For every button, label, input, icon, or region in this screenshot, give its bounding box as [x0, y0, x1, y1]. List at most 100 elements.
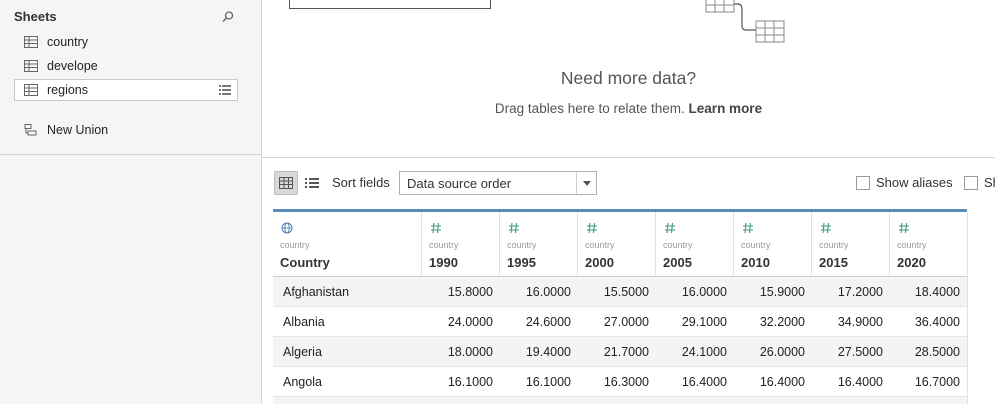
- row-divider: [273, 336, 967, 337]
- column-header-2020[interactable]: country 2020: [890, 212, 968, 277]
- globe-icon: [281, 222, 293, 234]
- number-type-icon: [821, 222, 831, 234]
- column-name: Country: [280, 255, 330, 270]
- table-cell: 15.5000: [603, 285, 649, 299]
- table-cell: 24.6000: [525, 315, 571, 329]
- column-source: country: [429, 240, 459, 250]
- relationship-canvas[interactable]: Need more data? Drag tables here to rela…: [262, 0, 995, 158]
- table-cell: 16.3000: [603, 375, 649, 389]
- table-cell: Albania: [283, 315, 325, 329]
- table-cell: 16.4000: [681, 375, 727, 389]
- table-row: Afghanistan 15.8000 16.0000 15.5000 16.0…: [273, 277, 967, 307]
- sheets-title: Sheets: [14, 9, 57, 24]
- number-type-icon: [509, 222, 519, 234]
- table-row: Angola 16.1000 16.1000 16.3000 16.4000 1…: [273, 367, 967, 397]
- column-source: country: [663, 240, 693, 250]
- table-cell: 18.0000: [447, 345, 493, 359]
- show-hidden-checkbox[interactable]: [964, 176, 978, 190]
- column-name: 2020: [897, 255, 926, 270]
- sheets-sidebar: Sheets country develope regions: [0, 0, 262, 404]
- column-name: 2015: [819, 255, 848, 270]
- relate-tables-illustration-icon: [705, 0, 785, 43]
- learn-more-link[interactable]: Learn more: [688, 101, 763, 116]
- show-hidden-label: Sh: [984, 175, 995, 190]
- grid-view-button[interactable]: [274, 171, 298, 195]
- table-cell: 27.5000: [837, 345, 883, 359]
- column-name: 2010: [741, 255, 770, 270]
- table-cell: 16.1000: [525, 375, 571, 389]
- table-cell: 27.0000: [603, 315, 649, 329]
- column-name: 2005: [663, 255, 692, 270]
- column-name: 1995: [507, 255, 536, 270]
- table-cell: 21.7000: [603, 345, 649, 359]
- number-type-icon: [743, 222, 753, 234]
- number-type-icon: [899, 222, 909, 234]
- table-row-partial: [273, 397, 967, 404]
- table-cell: 15.9000: [759, 285, 805, 299]
- number-type-icon: [587, 222, 597, 234]
- number-type-icon: [431, 222, 441, 234]
- table-cell: 15.8000: [447, 285, 493, 299]
- table-row: Algeria 18.0000 19.4000 21.7000 24.1000 …: [273, 337, 967, 367]
- view-data-icon[interactable]: [219, 85, 231, 95]
- sheet-item-country[interactable]: country: [14, 31, 238, 53]
- grid-view-icon: [279, 177, 293, 189]
- logical-table-box[interactable]: [289, 0, 491, 9]
- column-header-2015[interactable]: country 2015: [812, 212, 890, 277]
- chevron-down-icon: [576, 172, 596, 194]
- row-divider: [273, 396, 967, 397]
- sort-fields-value: Data source order: [407, 175, 512, 191]
- data-grid-toolbar: Sort fields Data source order Show alias…: [262, 159, 995, 209]
- table-cell: 19.4000: [525, 345, 571, 359]
- data-grid: country Country country 1990 country 199…: [262, 209, 995, 404]
- table-cell: 36.4000: [914, 315, 960, 329]
- show-aliases-checkbox[interactable]: [856, 176, 870, 190]
- column-header-2005[interactable]: country 2005: [656, 212, 734, 277]
- table-cell: 32.2000: [759, 315, 805, 329]
- grid-right-edge: [967, 212, 968, 404]
- column-header-1990[interactable]: country 1990: [422, 212, 500, 277]
- column-source: country: [741, 240, 771, 250]
- column-name: 2000: [585, 255, 614, 270]
- column-header-1995[interactable]: country 1995: [500, 212, 578, 277]
- sort-fields-dropdown[interactable]: Data source order: [399, 171, 597, 195]
- column-header-2000[interactable]: country 2000: [578, 212, 656, 277]
- number-type-icon: [665, 222, 675, 234]
- show-aliases-label: Show aliases: [876, 175, 953, 190]
- search-icon[interactable]: [221, 10, 235, 24]
- row-divider: [273, 306, 967, 307]
- column-header-country[interactable]: country Country: [273, 212, 422, 277]
- table-cell: Afghanistan: [283, 285, 350, 299]
- table-icon: [24, 36, 38, 48]
- union-icon: [24, 124, 37, 136]
- table-cell: 18.4000: [914, 285, 960, 299]
- column-source: country: [897, 240, 927, 250]
- table-cell: 16.0000: [681, 285, 727, 299]
- column-header-2010[interactable]: country 2010: [734, 212, 812, 277]
- table-cell: 24.0000: [447, 315, 493, 329]
- table-cell: Angola: [283, 375, 322, 389]
- table-cell: 16.7000: [914, 375, 960, 389]
- row-divider: [273, 366, 967, 367]
- sheet-item-label: country: [47, 35, 88, 49]
- table-cell: 16.0000: [525, 285, 571, 299]
- table-icon: [24, 60, 38, 72]
- new-union-label: New Union: [47, 123, 109, 137]
- table-cell: 16.1000: [447, 375, 493, 389]
- sheet-item-label: regions: [47, 83, 88, 97]
- drag-hint-text: Drag tables here to relate them.: [494, 101, 685, 116]
- need-more-data-heading: Need more data?: [560, 68, 697, 88]
- list-view-icon[interactable]: [304, 175, 320, 191]
- table-cell: 16.4000: [837, 375, 883, 389]
- drag-tables-hint: Drag tables here to relate them. Learn m…: [262, 101, 995, 116]
- new-union-item[interactable]: New Union: [14, 119, 238, 141]
- column-source: country: [819, 240, 849, 250]
- table-icon: [24, 84, 38, 96]
- table-cell: 16.4000: [759, 375, 805, 389]
- table-cell: 17.2000: [837, 285, 883, 299]
- sheet-item-develope[interactable]: develope: [14, 55, 238, 77]
- sidebar-divider: [0, 154, 262, 155]
- sheet-item-regions[interactable]: regions: [14, 79, 238, 101]
- grid-accent-bar: [273, 209, 967, 212]
- sort-fields-label: Sort fields: [332, 175, 390, 190]
